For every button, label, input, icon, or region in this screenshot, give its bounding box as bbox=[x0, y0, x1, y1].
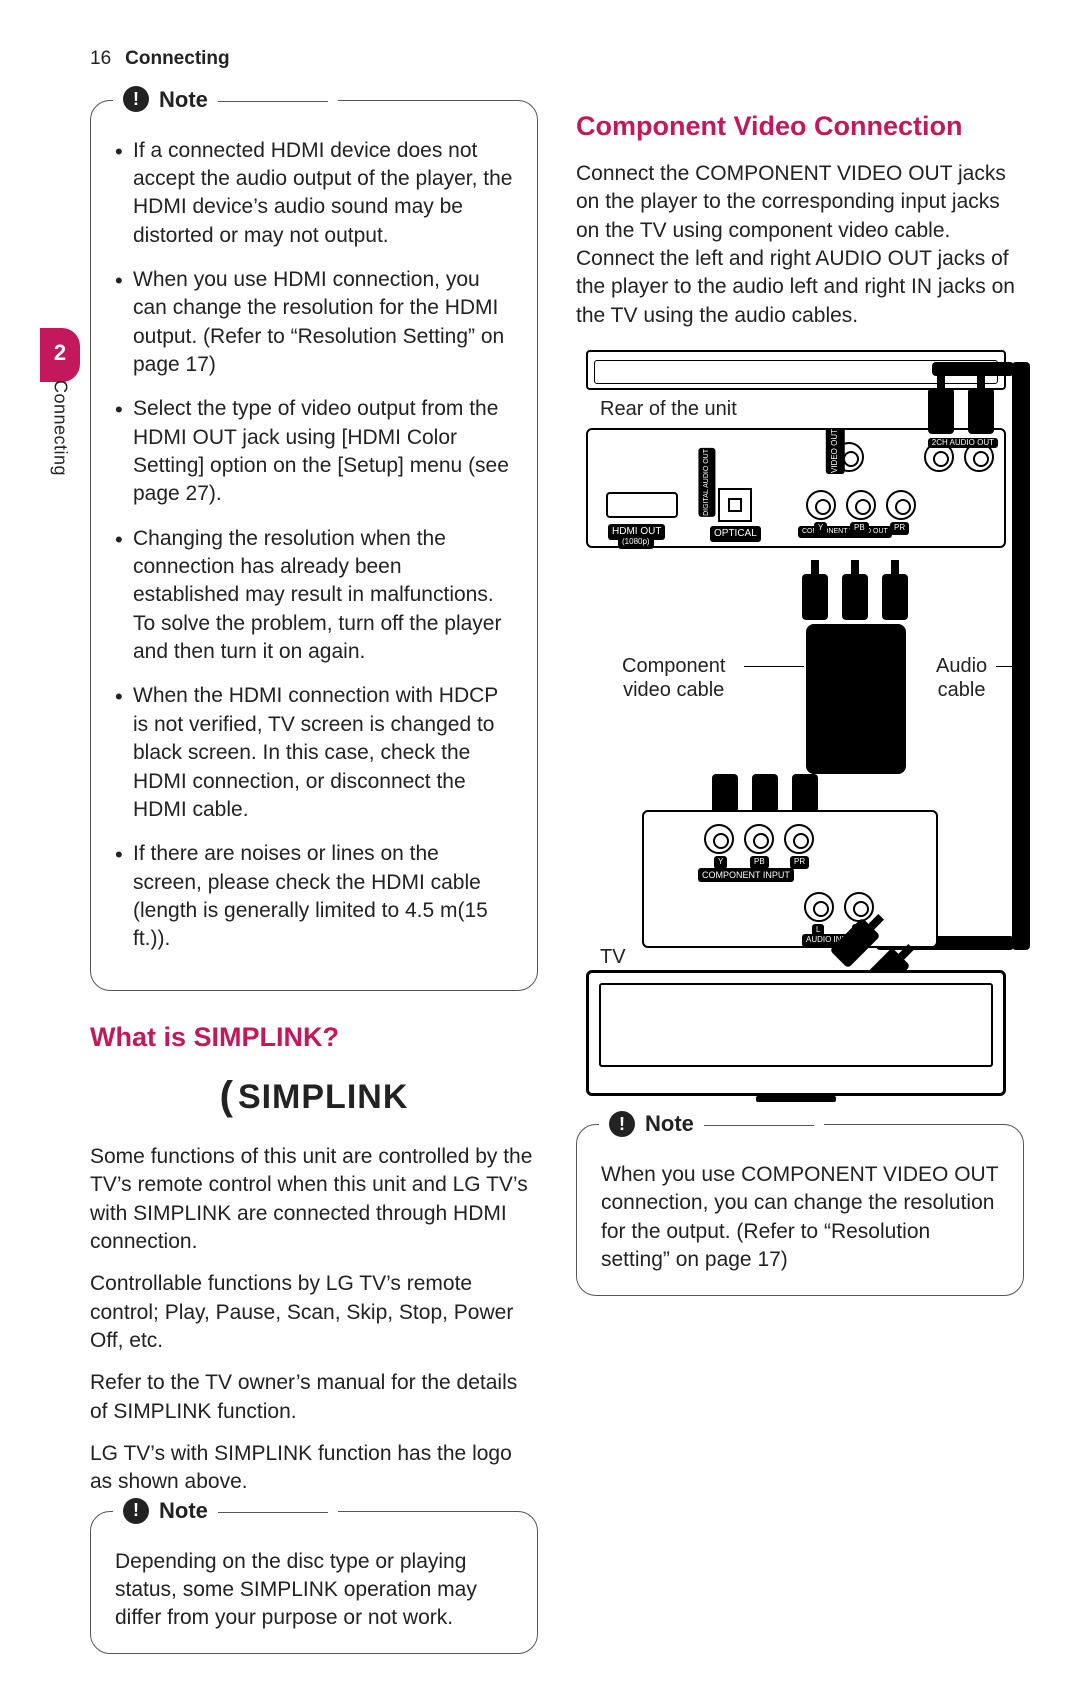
simplink-logo: ( SIMPLINK bbox=[90, 1071, 538, 1125]
rear-of-unit-label: Rear of the unit bbox=[600, 396, 737, 423]
audio-in-l-jack bbox=[804, 892, 834, 922]
tv-front bbox=[586, 970, 1006, 1096]
simplink-paragraph: Controllable functions by LG TV’s remote… bbox=[90, 1270, 538, 1355]
note-icon: ! bbox=[123, 1498, 149, 1524]
note-icon: ! bbox=[123, 86, 149, 112]
audio-cable-run bbox=[932, 362, 1014, 376]
hdmi-note-box: ! Note If a connected HDMI device does n… bbox=[90, 100, 538, 991]
audio-plug bbox=[928, 388, 954, 434]
page: 16 Connecting ! Note If a connected HDMI… bbox=[90, 46, 1024, 1492]
note-rule bbox=[218, 101, 328, 102]
y-in-jack bbox=[704, 824, 734, 854]
tv-stand bbox=[756, 1096, 836, 1102]
hdmi-note-item: If there are noises or lines on the scre… bbox=[115, 840, 513, 953]
audio-cable-run bbox=[1012, 362, 1030, 950]
hdmi-note-item: Changing the resolution when the connect… bbox=[115, 525, 513, 667]
hdmi-note-item: When you use HDMI connection, you can ch… bbox=[115, 266, 513, 379]
pr-in-label: PR bbox=[790, 856, 809, 869]
component-plug bbox=[842, 574, 868, 620]
y-out-jack bbox=[806, 490, 836, 520]
tv-label: TV bbox=[600, 944, 626, 971]
component-heading: Component Video Connection bbox=[576, 108, 1024, 144]
audio-plug bbox=[968, 388, 994, 434]
note-legend: ! Note bbox=[113, 1496, 338, 1526]
note-label: Note bbox=[645, 1109, 694, 1139]
pr-out-jack bbox=[886, 490, 916, 520]
hdmi-note-item: Select the type of video output from the… bbox=[115, 395, 513, 508]
simplink-paragraph: Some functions of this unit are controll… bbox=[90, 1143, 538, 1256]
pr-out-label: PR bbox=[890, 522, 909, 535]
y-in-label: Y bbox=[714, 856, 727, 869]
page-number: 16 bbox=[90, 46, 111, 72]
hdmi-out-sub-label: (1080p) bbox=[618, 536, 654, 549]
simplink-note-text: Depending on the disc type or playing st… bbox=[115, 1548, 513, 1633]
note-rule bbox=[704, 1125, 814, 1126]
component-intro: Connect the COMPONENT VIDEO OUT jacks on… bbox=[576, 160, 1024, 330]
audio-cable-label: Audio cable bbox=[936, 654, 987, 702]
note-rule bbox=[218, 1512, 328, 1513]
chapter-tab: 2 bbox=[40, 328, 80, 382]
note-icon: ! bbox=[609, 1111, 635, 1137]
pb-in-label: PB bbox=[750, 856, 769, 869]
header-section-title: Connecting bbox=[125, 46, 230, 72]
component-video-out-label: COMPONENT VIDEO OUT bbox=[798, 526, 892, 537]
note-legend: ! Note bbox=[599, 1109, 824, 1139]
simplink-note-box: ! Note Depending on the disc type or pla… bbox=[90, 1511, 538, 1654]
hdmi-out-port bbox=[606, 492, 678, 518]
component-note-text: When you use COMPONENT VIDEO OUT connect… bbox=[601, 1161, 999, 1274]
component-cable-label: Component video cable bbox=[622, 654, 725, 702]
pr-in-jack bbox=[784, 824, 814, 854]
pb-out-label: PB bbox=[850, 522, 869, 535]
hdmi-note-item: When the HDMI connection with HDCP is no… bbox=[115, 682, 513, 824]
pb-in-jack bbox=[744, 824, 774, 854]
hdmi-note-item: If a connected HDMI device does not acce… bbox=[115, 137, 513, 250]
chapter-number: 2 bbox=[54, 340, 66, 365]
chapter-side-label: Connecting bbox=[48, 380, 72, 476]
hdmi-note-list: If a connected HDMI device does not acce… bbox=[115, 137, 513, 954]
two-ch-audio-out-label: 2CH AUDIO OUT bbox=[928, 438, 998, 448]
simplink-wordmark: SIMPLINK bbox=[238, 1075, 408, 1121]
connection-diagram: Rear of the unit VIDEO OUT 2CH AUDIO OUT… bbox=[576, 344, 1024, 1104]
optical-label: OPTICAL bbox=[710, 526, 761, 542]
component-cable-run bbox=[806, 624, 906, 774]
leader-line bbox=[996, 666, 1014, 667]
right-column: Component Video Connection Connect the C… bbox=[576, 100, 1024, 1682]
left-column: ! Note If a connected HDMI device does n… bbox=[90, 100, 538, 1682]
note-label: Note bbox=[159, 85, 208, 115]
player-rear-panel: VIDEO OUT 2CH AUDIO OUT HDMI OUT (1080p)… bbox=[586, 428, 1006, 548]
leader-line bbox=[744, 666, 804, 667]
component-plug bbox=[882, 574, 908, 620]
pb-out-jack bbox=[846, 490, 876, 520]
simplink-arc-icon: ( bbox=[220, 1069, 234, 1123]
optical-port bbox=[718, 488, 752, 522]
tv-rear-panel: Y PB PR COMPONENT INPUT L R AUDIO INPUT bbox=[642, 810, 938, 948]
digital-audio-out-label: DIGITAL AUDIO OUT bbox=[698, 448, 715, 517]
y-out-label: Y bbox=[814, 522, 827, 535]
component-plug bbox=[802, 574, 828, 620]
note-legend: ! Note bbox=[113, 85, 338, 115]
component-note-box: ! Note When you use COMPONENT VIDEO OUT … bbox=[576, 1124, 1024, 1295]
simplink-paragraph: Refer to the TV owner’s manual for the d… bbox=[90, 1369, 538, 1426]
simplink-paragraph: LG TV’s with SIMPLINK function has the l… bbox=[90, 1440, 538, 1497]
simplink-heading: What is SIMPLINK? bbox=[90, 1019, 538, 1055]
running-header: 16 Connecting bbox=[90, 46, 1024, 82]
video-out-label: VIDEO OUT bbox=[826, 428, 845, 474]
component-input-label: COMPONENT INPUT bbox=[698, 868, 794, 882]
audio-in-r-jack bbox=[844, 892, 874, 922]
note-label: Note bbox=[159, 1496, 208, 1526]
